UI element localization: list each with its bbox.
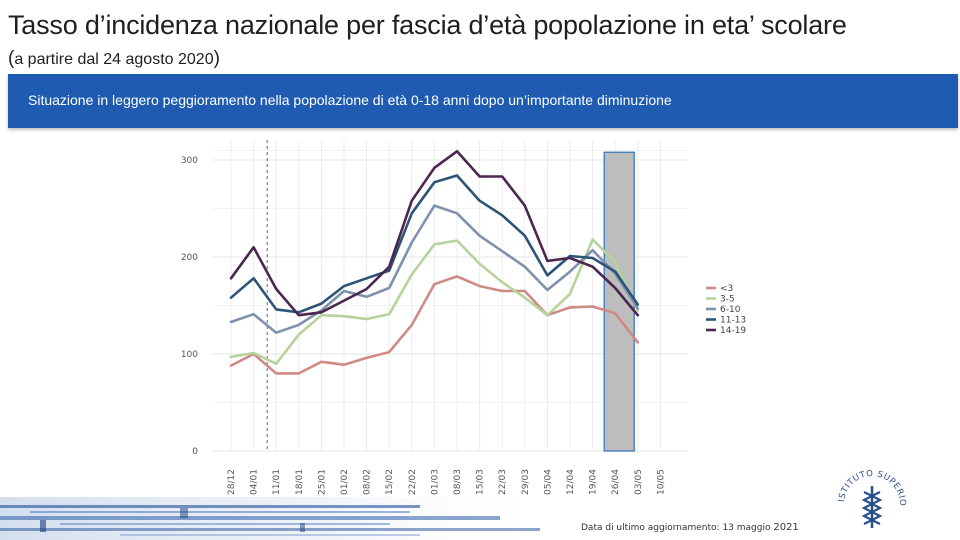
legend-label: 3-5 — [720, 295, 735, 305]
chart-highlight — [603, 151, 635, 452]
logo-text: ISTITUTO SUPERIORE DI SANITÀ — [832, 460, 907, 507]
x-tick-label: 22/03 — [498, 469, 508, 495]
subtitle-open-paren: ( — [8, 48, 15, 69]
x-tick-label: 28/12 — [227, 469, 237, 495]
subtitle-text: a partire dal 24 agosto 2020 — [14, 51, 214, 68]
legend-label: 14-19 — [720, 326, 746, 336]
x-tick-label: 29/03 — [521, 469, 531, 495]
x-tick-label: 12/04 — [566, 469, 576, 495]
y-tick-label: 100 — [181, 350, 198, 360]
page-subtitle: (a partire dal 24 agosto 2020) — [8, 48, 220, 70]
y-tick-label: 0 — [192, 447, 198, 457]
last-update-text: Data di ultimo aggiornamento: 13 maggio — [581, 523, 771, 533]
x-tick-label: 01/03 — [430, 469, 440, 495]
y-tick-label: 300 — [181, 156, 198, 166]
page-title: Tasso d’incidenza nazionale per fascia d… — [8, 10, 847, 40]
x-tick-label: 15/02 — [385, 469, 395, 495]
last-update-year: 2021 — [773, 522, 799, 533]
x-tick-label: 04/01 — [250, 469, 260, 495]
summary-banner: Situazione in leggero peggioramento nell… — [8, 74, 958, 128]
highlight-band — [603, 151, 635, 452]
last-update-note: Data di ultimo aggiornamento: 13 maggio … — [581, 522, 799, 533]
series-line — [229, 238, 640, 366]
series-line — [229, 275, 640, 375]
x-tick-label: 01/02 — [340, 469, 350, 495]
y-tick-label: 200 — [181, 253, 198, 263]
legend-label: 6-10 — [720, 305, 741, 315]
chart-series — [229, 150, 640, 375]
subtitle-close-paren: ) — [213, 48, 220, 69]
svg-text:ISTITUTO SUPERIORE DI SANITÀ: ISTITUTO SUPERIORE DI SANITÀ — [832, 460, 907, 507]
series-line — [229, 150, 640, 317]
x-tick-label: 22/02 — [408, 469, 418, 495]
chart-x-ticks: 28/12 04/01 11/01 18/01 25/01 01/02 08/02 15/02… — [227, 469, 666, 495]
x-tick-label: 10/05 — [656, 469, 666, 495]
series-line — [229, 174, 640, 314]
x-tick-label: 15/03 — [476, 469, 486, 495]
iss-logo: ISTITUTO SUPERIORE DI SANITÀ — [832, 460, 907, 528]
x-tick-label: 08/02 — [363, 469, 373, 495]
x-tick-label: 19/04 — [589, 469, 599, 495]
legend-label: <3 — [720, 284, 733, 294]
summary-banner-text: Situazione in leggero peggioramento nell… — [28, 92, 672, 108]
chart-y-ticks: 0 100 200 300 — [181, 156, 198, 457]
x-tick-label: 18/01 — [295, 469, 305, 495]
x-tick-label: 08/03 — [453, 469, 463, 495]
x-tick-label: 26/04 — [611, 469, 621, 495]
x-tick-label: 05/04 — [543, 469, 553, 495]
legend-label: 11-13 — [720, 316, 746, 326]
series-line — [229, 204, 640, 335]
x-tick-label: 25/01 — [317, 469, 327, 495]
x-tick-label: 11/01 — [272, 469, 282, 495]
x-tick-label: 03/05 — [634, 469, 644, 495]
decorative-stripes — [0, 497, 560, 540]
